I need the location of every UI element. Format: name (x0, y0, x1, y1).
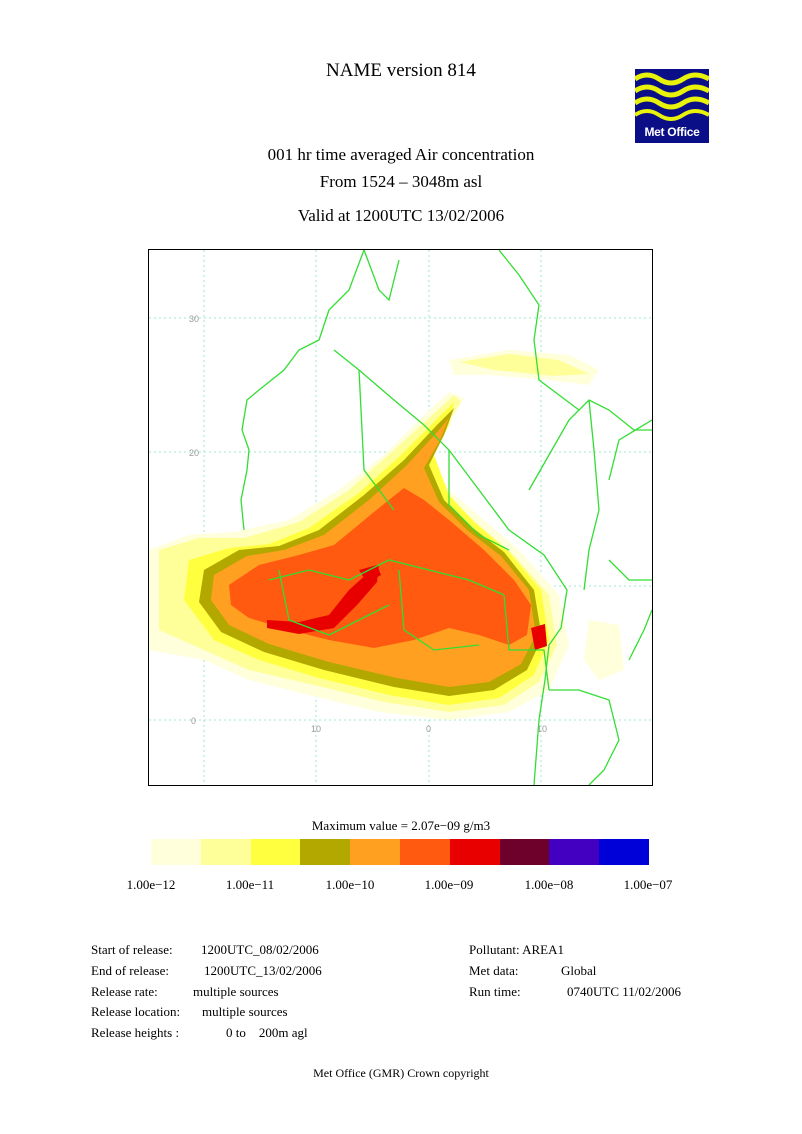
lat-label-30: 30 (189, 314, 199, 324)
heights-value: 0 to 200m agl (226, 1025, 308, 1040)
colorbar (151, 839, 649, 865)
copyright-footer: Met Office (GMR) Crown copyright (313, 1066, 489, 1080)
lon-label-0: 0 (426, 724, 431, 734)
colorbar-tick: 1.00e−12 (126, 877, 176, 892)
logo-text: Met Office (644, 125, 700, 139)
colorbar-swatch (499, 839, 550, 865)
plot-title: NAME version 814 (326, 60, 476, 81)
colorbar-tick: 1.00e−08 (524, 877, 574, 892)
colorbar-swatch (250, 839, 301, 865)
plume-red (267, 565, 547, 650)
max-value: Maximum value = 2.07e−09 g/m3 (311, 818, 491, 833)
heights-label: Release heights : (91, 1025, 180, 1040)
colorbar-tick: 1.00e−10 (325, 877, 375, 892)
end-label: End of release: (91, 963, 169, 978)
metdata-value: Global (561, 963, 597, 978)
rate-value: multiple sources (193, 984, 279, 999)
colorbar-swatch (549, 839, 600, 865)
colorbar-swatch (151, 839, 201, 865)
location-value: multiple sources (202, 1004, 288, 1019)
rate-label: Release rate: (91, 984, 158, 999)
lat-label-20: 20 (189, 448, 199, 458)
colorbar-swatch (350, 839, 400, 865)
lon-label-10e: 10 (537, 724, 547, 734)
met-office-logo: Met Office (635, 69, 709, 143)
lat-label-0: 0 (191, 716, 196, 726)
plume-dark-orange (229, 488, 531, 648)
colorbar-tick: 1.00e−09 (424, 877, 474, 892)
colorbar-tick: 1.00e−11 (225, 877, 275, 892)
runtime-label: Run time: (469, 984, 521, 999)
quantity-description: 001 hr time averaged Air concentration (267, 145, 535, 164)
location-label: Release location: (91, 1004, 181, 1019)
colorbar-swatch (449, 839, 500, 865)
start-label: Start of release: (91, 942, 173, 957)
runtime-value: 0740UTC 11/02/2006 (567, 984, 681, 999)
end-value: 1200UTC_13/02/2006 (204, 963, 322, 978)
metdata-label: Met data: (469, 963, 519, 978)
colorbar-swatch (200, 839, 251, 865)
lon-label-10w: 10 (311, 724, 321, 734)
pollutant: Pollutant: AREA1 (469, 942, 564, 957)
colorbar-swatch (399, 839, 450, 865)
colorbar-tick: 1.00e−07 (623, 877, 673, 892)
valid-time: Valid at 1200UTC 13/02/2006 (297, 206, 505, 225)
concentration-map: 30 20 0 10 0 10 (148, 249, 653, 786)
coastlines (240, 250, 652, 785)
colorbar-swatch (300, 839, 351, 865)
start-value: 1200UTC_08/02/2006 (201, 942, 319, 957)
height-range: From 1524 – 3048m asl (319, 172, 483, 191)
colorbar-swatch (599, 839, 649, 865)
logo-waves (635, 72, 709, 121)
